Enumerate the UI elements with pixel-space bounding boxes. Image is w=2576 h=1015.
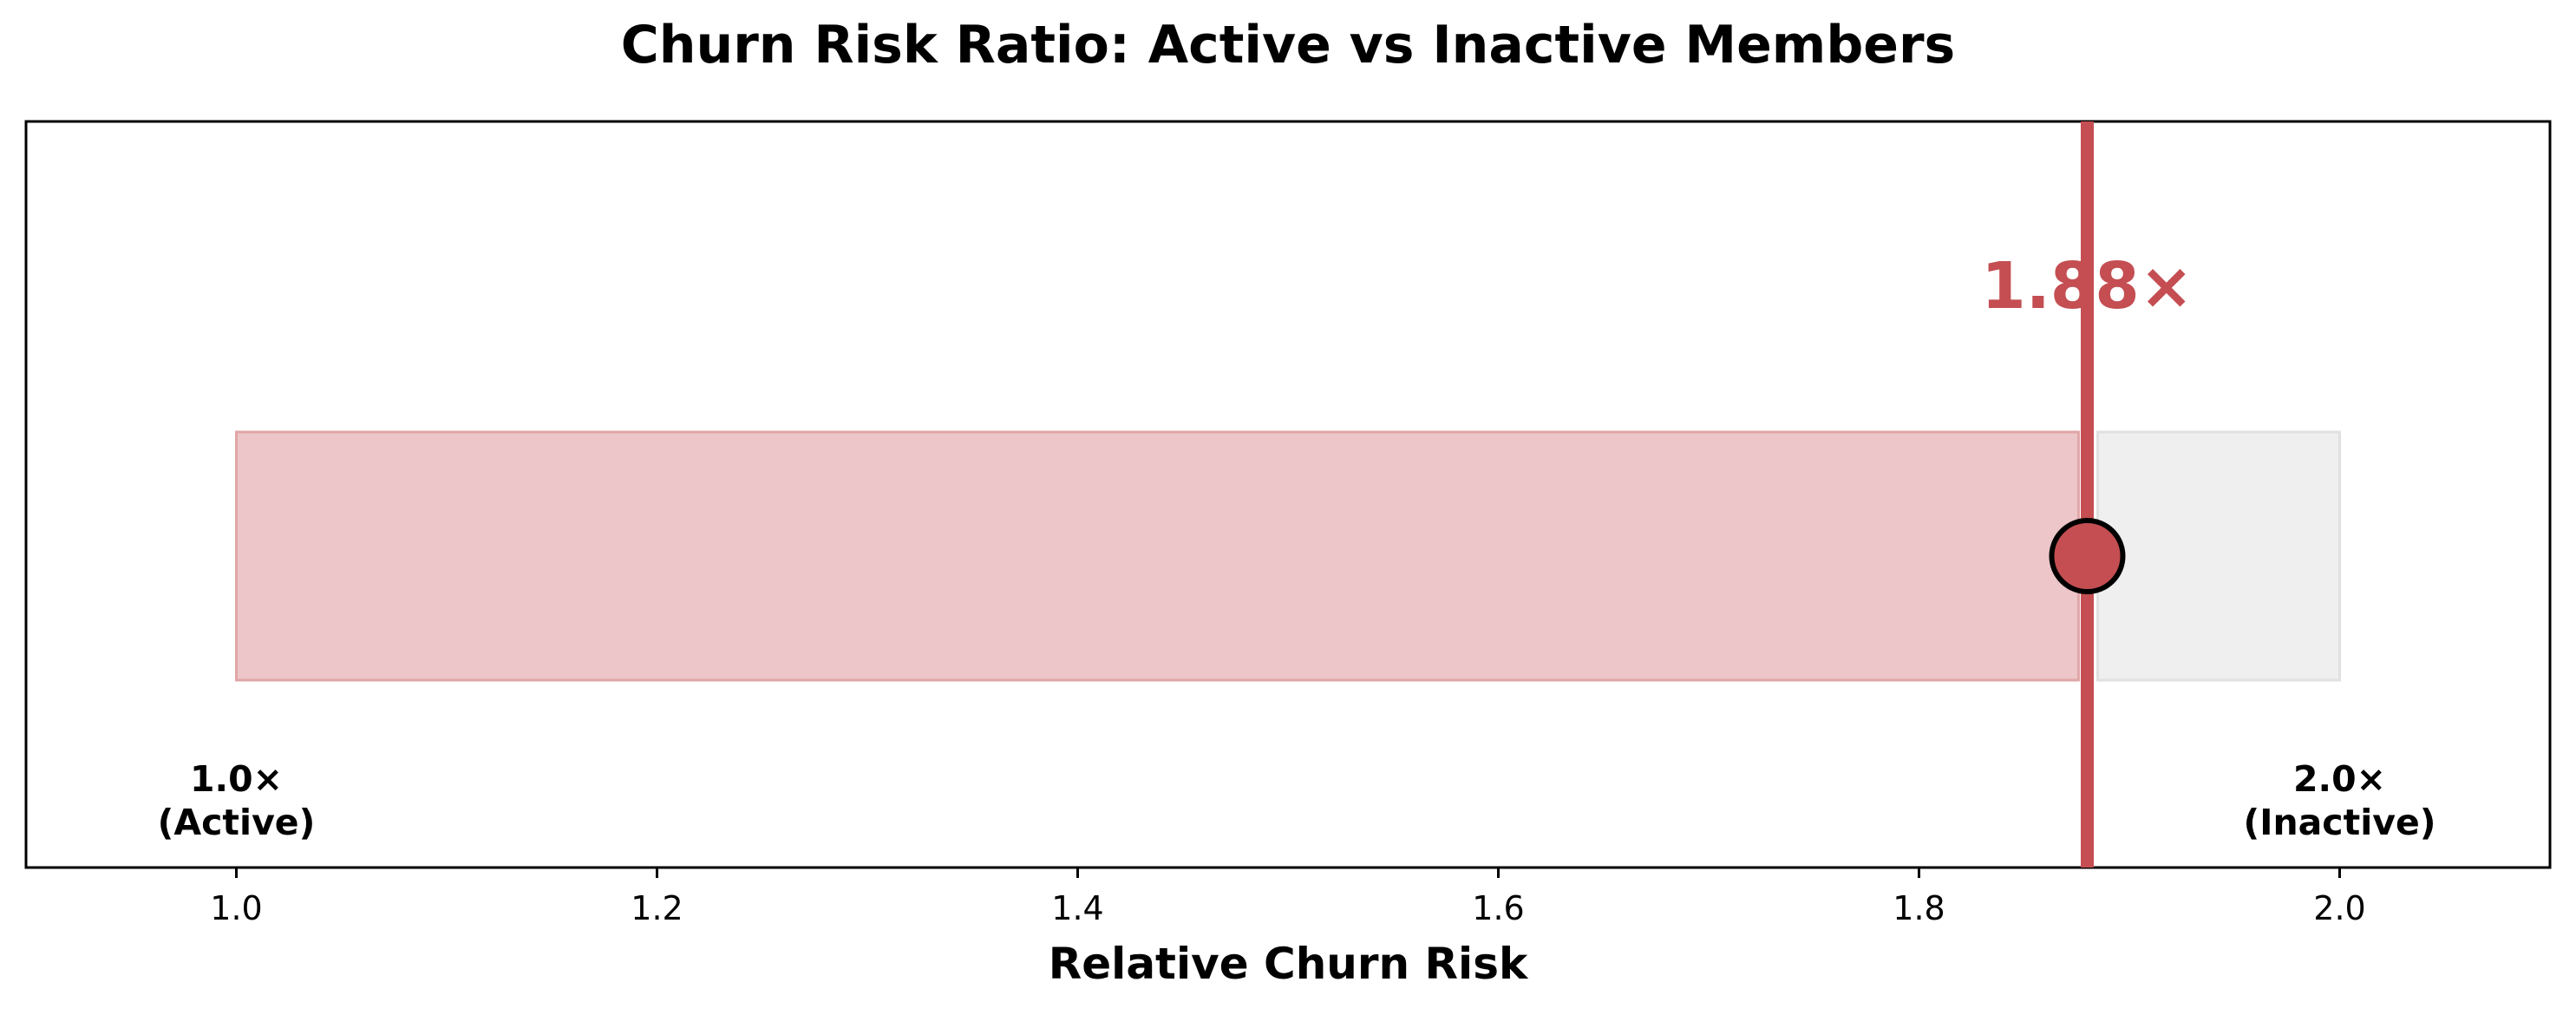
- chart-title: Churn Risk Ratio: Active vs Inactive Mem…: [621, 15, 1956, 75]
- filled-bar: [235, 430, 2080, 682]
- value-label: 1.88×: [1981, 249, 2194, 324]
- x-tick-label: 1.2: [631, 889, 683, 927]
- x-tick-label: 1.6: [1472, 889, 1524, 927]
- value-marker: [2049, 518, 2126, 594]
- x-tick-label: 2.0: [2313, 889, 2365, 927]
- plot-area: 1.88× 1.0×(Active) 2.0×(Inactive): [158, 121, 2436, 868]
- x-tick-label: 1.8: [1893, 889, 1945, 927]
- end-label-value: 2.0×: [2293, 758, 2386, 800]
- x-axis-label: Relative Churn Risk: [1049, 939, 1529, 989]
- remaining-bar: [2096, 430, 2341, 682]
- end-label-caption: (Active): [158, 802, 316, 843]
- x-tick-label: 1.0: [210, 889, 262, 927]
- end-label-value: 1.0×: [190, 758, 283, 800]
- x-tick-label: 1.4: [1051, 889, 1103, 927]
- x-axis-ticks: 1.0 1.2 1.4 1.6 1.8 2.0: [210, 868, 2366, 927]
- end-label-caption: (Inactive): [2243, 802, 2435, 843]
